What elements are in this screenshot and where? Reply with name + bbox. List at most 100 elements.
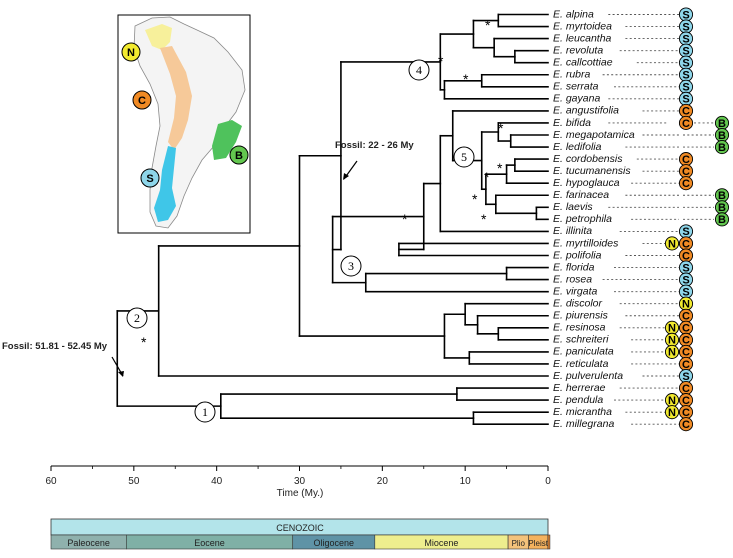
region-letter: C bbox=[682, 311, 690, 323]
region-badge-B bbox=[714, 212, 730, 227]
taxon-label: E. revoluta bbox=[553, 44, 603, 56]
region-letter: C bbox=[682, 154, 690, 166]
star-marker: * bbox=[484, 169, 490, 185]
taxon-label: E. reticulata bbox=[553, 358, 609, 370]
region-letter: C bbox=[682, 383, 690, 395]
region-letter: S bbox=[682, 58, 689, 70]
region-letter: N bbox=[668, 347, 676, 359]
region-letter: N bbox=[682, 299, 690, 311]
node-numbers: 1 2 3 4 5 bbox=[126, 59, 475, 423]
region-letter: B bbox=[718, 190, 726, 202]
axis-tick-label: 10 bbox=[460, 476, 472, 487]
star-marker: * bbox=[481, 211, 487, 227]
region-badge-N bbox=[664, 405, 680, 420]
map-inset: N C B S bbox=[117, 14, 251, 234]
taxon-label: E. hypoglauca bbox=[553, 177, 620, 189]
fossil-label-root: Fossil: 51.81 - 52.45 My bbox=[2, 341, 108, 352]
region-letter: S bbox=[682, 274, 689, 286]
time-axis: Time (My.) 60 50 40 30 20 10 0 bbox=[45, 465, 551, 499]
taxon-label: E. polifolia bbox=[553, 249, 602, 261]
region-letter: B bbox=[718, 118, 726, 130]
taxon-label: E. paniculata bbox=[553, 346, 614, 358]
region-letter: S bbox=[682, 286, 689, 298]
taxon-label: E. tucumanensis bbox=[553, 165, 631, 177]
map-label-N: N bbox=[127, 47, 135, 59]
taxon-label: E. herrerae bbox=[553, 382, 606, 394]
taxon-label: E. myrtilloides bbox=[553, 237, 619, 249]
map-badge-N bbox=[121, 42, 141, 62]
region-letter: S bbox=[682, 9, 689, 21]
region-badge-N bbox=[664, 344, 680, 359]
region-letter: C bbox=[682, 118, 690, 130]
region-letter: N bbox=[668, 238, 676, 250]
taxon-label: E. rubra bbox=[553, 69, 591, 81]
epoch-label: Oligocene bbox=[313, 538, 354, 548]
epoch-label: Pleist bbox=[528, 539, 548, 548]
taxon-label: E. alpina bbox=[553, 8, 594, 20]
taxon-label: E. illinita bbox=[553, 225, 592, 237]
node-number-1: 1 bbox=[202, 405, 208, 419]
region-letter: N bbox=[668, 407, 676, 419]
taxon-label: E. farinacea bbox=[553, 189, 609, 201]
star-marker: * bbox=[498, 120, 504, 136]
star-marker: * bbox=[438, 53, 444, 69]
node-number-2: 2 bbox=[134, 311, 140, 325]
axis-tick-label: 40 bbox=[211, 476, 223, 487]
region-letter: S bbox=[682, 94, 689, 106]
region-letter: B bbox=[718, 214, 726, 226]
region-letter: N bbox=[668, 323, 676, 335]
star-marker: * bbox=[402, 211, 408, 227]
region-letter: C bbox=[682, 178, 690, 190]
geologic-timescale: CENOZOIC Paleocene Eocene Oligocene Miocene… bbox=[50, 518, 551, 550]
axis-tick-label: 30 bbox=[294, 476, 306, 487]
fossil-label-node: Fossil: 22 - 26 My bbox=[335, 140, 414, 151]
node-number-4: 4 bbox=[416, 63, 422, 77]
taxon-label: E. bifida bbox=[553, 117, 591, 129]
taxon-label: E. discolor bbox=[553, 298, 603, 310]
taxon-label: E. virgata bbox=[553, 285, 598, 297]
region-letter: C bbox=[682, 347, 690, 359]
region-letter: S bbox=[682, 33, 689, 45]
region-letter: C bbox=[682, 395, 690, 407]
region-letter: C bbox=[682, 250, 690, 262]
region-letter: N bbox=[668, 395, 676, 407]
taxon-labels: E. alpina S E. myrtoidea S E. leucantha S E. r… bbox=[553, 7, 730, 432]
epoch-label: Plio bbox=[512, 539, 526, 548]
node-circle-1 bbox=[194, 401, 216, 423]
region-letter: B bbox=[718, 202, 726, 214]
axis-tick-label: 50 bbox=[128, 476, 140, 487]
support-stars: * * * * * * * * * * bbox=[141, 17, 504, 350]
map-label-C: C bbox=[138, 95, 146, 107]
epoch-bar bbox=[547, 534, 551, 550]
epoch-label: Eocene bbox=[194, 538, 225, 548]
map-badge-C bbox=[132, 90, 152, 110]
taxon-label: E. gayana bbox=[553, 93, 600, 105]
taxon-label: E. petrophila bbox=[553, 213, 612, 225]
fossil-arrowhead-root bbox=[118, 371, 124, 377]
region-letter: C bbox=[682, 359, 690, 371]
taxon-label: E. megapotamica bbox=[553, 129, 635, 141]
region-letter: C bbox=[682, 106, 690, 118]
tree-branches bbox=[116, 13, 549, 426]
epoch-label: Paleocene bbox=[67, 538, 110, 548]
taxon-label: E. callcottiae bbox=[553, 57, 613, 69]
map-badge-B bbox=[229, 145, 249, 165]
region-letter: B bbox=[718, 130, 726, 142]
region-badge-C bbox=[678, 115, 694, 130]
taxon-label: E. pulverulenta bbox=[553, 370, 623, 382]
star-marker: * bbox=[485, 17, 491, 33]
map-label-B: B bbox=[235, 150, 243, 162]
taxon-label: E. pendula bbox=[553, 394, 603, 406]
taxon-label: E. ledifolia bbox=[553, 141, 602, 153]
region-letter: C bbox=[682, 323, 690, 335]
star-marker: * bbox=[141, 334, 147, 350]
region-letter: C bbox=[682, 407, 690, 419]
epoch-label: Miocene bbox=[424, 538, 458, 548]
region-letter: S bbox=[682, 45, 689, 57]
node-circle-3 bbox=[340, 255, 362, 277]
taxon-label: E. myrtoidea bbox=[553, 20, 612, 32]
node-circle-4 bbox=[408, 59, 430, 81]
taxon-label: E. laevis bbox=[553, 201, 593, 213]
region-S-shape bbox=[154, 146, 176, 222]
